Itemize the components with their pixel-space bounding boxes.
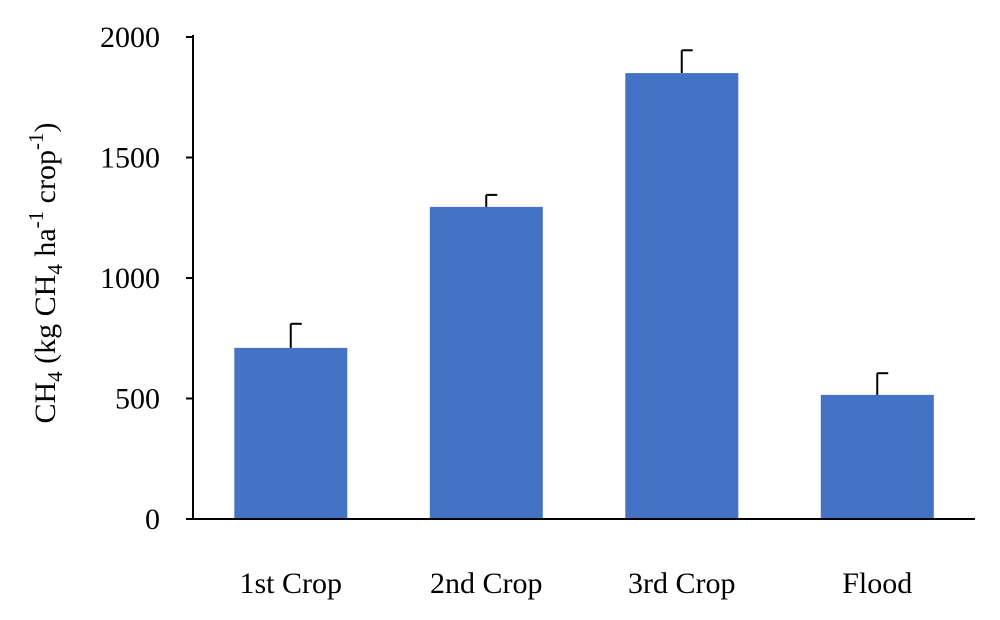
y-tick-label-2000: 2000 — [100, 21, 160, 54]
y-axis-title-part-3: 4 — [43, 264, 67, 275]
y-tick-label-1000: 1000 — [100, 262, 160, 295]
y-axis-title-part-2: (kg CH — [29, 275, 62, 372]
y-axis-ticks: 0 500 1000 1500 2000 — [100, 21, 193, 536]
x-tick-label-1st-crop: 1st Crop — [239, 567, 342, 600]
x-tick-label-2nd-crop: 2nd Crop — [430, 567, 543, 600]
y-axis-title-part-0: CH — [29, 382, 62, 424]
bar-3rd-crop — [625, 73, 739, 519]
bar-flood — [820, 394, 934, 519]
y-tick-label-1500: 1500 — [100, 142, 160, 175]
bars-layer — [234, 73, 934, 519]
bar-2nd-crop — [429, 206, 543, 519]
y-axis-title-part-4: ha — [29, 228, 62, 264]
y-axis-title: CH4 (kg CH4 ha-1 crop-1) — [24, 123, 67, 424]
y-axis-title-part-1: 4 — [43, 371, 67, 382]
y-axis-title-part-6: crop — [29, 150, 62, 211]
x-tick-label-3rd-crop: 3rd Crop — [628, 567, 736, 600]
y-axis-title-part-8: ) — [29, 123, 62, 133]
y-tick-label-0: 0 — [145, 503, 160, 536]
bar-1st-crop — [234, 347, 348, 519]
y-axis-title-part-5: -1 — [24, 211, 48, 229]
x-tick-label-flood: Flood — [842, 567, 912, 600]
x-axis-labels: 1st Crop 2nd Crop 3rd Crop Flood — [239, 567, 912, 600]
y-axis-title-part-7: -1 — [24, 133, 48, 151]
y-tick-label-500: 500 — [115, 383, 160, 416]
y-axis-title-group: CH4 (kg CH4 ha-1 crop-1) — [24, 123, 67, 424]
error-bars-layer — [289, 49, 889, 395]
